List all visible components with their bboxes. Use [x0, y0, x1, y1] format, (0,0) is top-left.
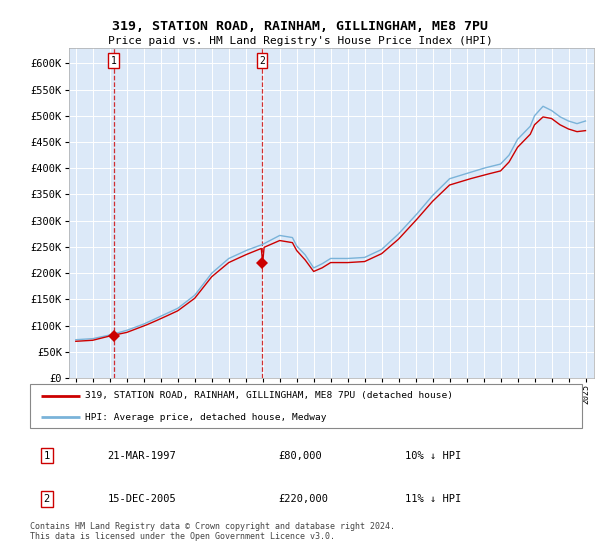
Text: 10% ↓ HPI: 10% ↓ HPI — [406, 450, 461, 460]
Text: £80,000: £80,000 — [278, 450, 322, 460]
Text: 2: 2 — [259, 56, 265, 66]
Text: 1: 1 — [43, 450, 50, 460]
Text: 15-DEC-2005: 15-DEC-2005 — [107, 494, 176, 504]
Text: Price paid vs. HM Land Registry's House Price Index (HPI): Price paid vs. HM Land Registry's House … — [107, 36, 493, 46]
Text: 319, STATION ROAD, RAINHAM, GILLINGHAM, ME8 7PU: 319, STATION ROAD, RAINHAM, GILLINGHAM, … — [112, 20, 488, 32]
Text: Contains HM Land Registry data © Crown copyright and database right 2024.
This d: Contains HM Land Registry data © Crown c… — [30, 522, 395, 542]
FancyBboxPatch shape — [30, 384, 582, 428]
Text: 11% ↓ HPI: 11% ↓ HPI — [406, 494, 461, 504]
Text: HPI: Average price, detached house, Medway: HPI: Average price, detached house, Medw… — [85, 413, 326, 422]
Text: 1: 1 — [110, 56, 116, 66]
Text: 21-MAR-1997: 21-MAR-1997 — [107, 450, 176, 460]
Text: £220,000: £220,000 — [278, 494, 328, 504]
Text: 2: 2 — [43, 494, 50, 504]
Text: 319, STATION ROAD, RAINHAM, GILLINGHAM, ME8 7PU (detached house): 319, STATION ROAD, RAINHAM, GILLINGHAM, … — [85, 391, 453, 400]
